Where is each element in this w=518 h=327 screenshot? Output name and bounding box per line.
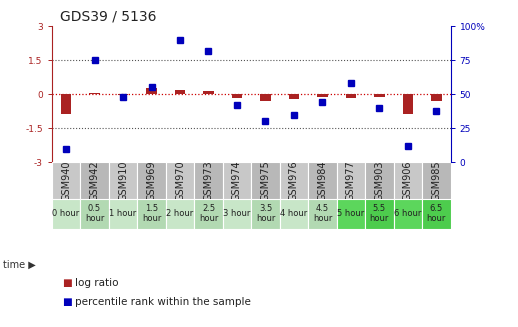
Bar	[232, 94, 242, 98]
FancyBboxPatch shape	[422, 198, 451, 229]
FancyBboxPatch shape	[337, 162, 365, 198]
Text: GSM969: GSM969	[147, 160, 156, 201]
FancyBboxPatch shape	[109, 198, 137, 229]
FancyBboxPatch shape	[280, 198, 308, 229]
FancyBboxPatch shape	[337, 198, 365, 229]
Text: ■: ■	[62, 298, 72, 307]
Text: 0 hour: 0 hour	[52, 209, 80, 218]
Bar	[431, 94, 442, 101]
Text: 2 hour: 2 hour	[166, 209, 194, 218]
Bar	[402, 94, 413, 113]
FancyBboxPatch shape	[109, 162, 137, 198]
FancyBboxPatch shape	[394, 162, 422, 198]
Text: percentile rank within the sample: percentile rank within the sample	[75, 298, 251, 307]
FancyBboxPatch shape	[422, 162, 451, 198]
Text: ■: ■	[62, 278, 72, 288]
Bar	[89, 93, 100, 94]
Text: 3 hour: 3 hour	[223, 209, 251, 218]
Text: GSM976: GSM976	[289, 160, 299, 201]
Text: 4 hour: 4 hour	[280, 209, 308, 218]
FancyBboxPatch shape	[365, 198, 394, 229]
Bar	[118, 94, 128, 95]
FancyBboxPatch shape	[280, 162, 308, 198]
FancyBboxPatch shape	[394, 198, 422, 229]
Text: GSM984: GSM984	[318, 160, 327, 201]
Text: time ▶: time ▶	[3, 260, 35, 270]
Bar	[289, 94, 299, 99]
Text: 0.5
hour: 0.5 hour	[85, 204, 104, 223]
Text: log ratio: log ratio	[75, 278, 119, 288]
FancyBboxPatch shape	[308, 198, 337, 229]
Bar	[203, 91, 214, 94]
FancyBboxPatch shape	[251, 162, 280, 198]
FancyBboxPatch shape	[194, 162, 223, 198]
Text: GSM942: GSM942	[90, 160, 99, 201]
Text: GSM973: GSM973	[204, 160, 213, 201]
FancyBboxPatch shape	[308, 162, 337, 198]
Bar	[317, 94, 328, 97]
Text: GSM940: GSM940	[61, 160, 71, 201]
Text: 1 hour: 1 hour	[109, 209, 137, 218]
Text: 1.5
hour: 1.5 hour	[142, 204, 161, 223]
FancyBboxPatch shape	[52, 162, 80, 198]
Bar	[374, 94, 385, 97]
Text: GSM910: GSM910	[118, 160, 128, 201]
Text: GSM977: GSM977	[346, 160, 356, 201]
FancyBboxPatch shape	[137, 198, 166, 229]
Text: GSM974: GSM974	[232, 160, 242, 201]
FancyBboxPatch shape	[365, 162, 394, 198]
Bar	[146, 88, 157, 94]
FancyBboxPatch shape	[52, 198, 80, 229]
Text: 6 hour: 6 hour	[394, 209, 422, 218]
FancyBboxPatch shape	[80, 162, 109, 198]
FancyBboxPatch shape	[223, 162, 251, 198]
Text: GDS39 / 5136: GDS39 / 5136	[60, 9, 156, 24]
Text: 6.5
hour: 6.5 hour	[427, 204, 446, 223]
Bar	[61, 94, 71, 113]
Text: GSM975: GSM975	[261, 160, 270, 201]
Text: 5 hour: 5 hour	[337, 209, 365, 218]
Bar	[346, 94, 356, 98]
Text: 5.5
hour: 5.5 hour	[370, 204, 389, 223]
Text: GSM985: GSM985	[431, 160, 441, 201]
Text: GSM906: GSM906	[403, 160, 413, 201]
Text: GSM970: GSM970	[175, 160, 185, 201]
FancyBboxPatch shape	[137, 162, 166, 198]
Text: 4.5
hour: 4.5 hour	[313, 204, 332, 223]
FancyBboxPatch shape	[80, 198, 109, 229]
FancyBboxPatch shape	[223, 198, 251, 229]
Text: 3.5
hour: 3.5 hour	[256, 204, 275, 223]
Bar	[260, 94, 271, 101]
Text: GSM903: GSM903	[375, 160, 384, 201]
FancyBboxPatch shape	[166, 162, 194, 198]
FancyBboxPatch shape	[166, 198, 194, 229]
FancyBboxPatch shape	[194, 198, 223, 229]
Text: 2.5
hour: 2.5 hour	[199, 204, 218, 223]
FancyBboxPatch shape	[251, 198, 280, 229]
Bar	[175, 90, 185, 94]
